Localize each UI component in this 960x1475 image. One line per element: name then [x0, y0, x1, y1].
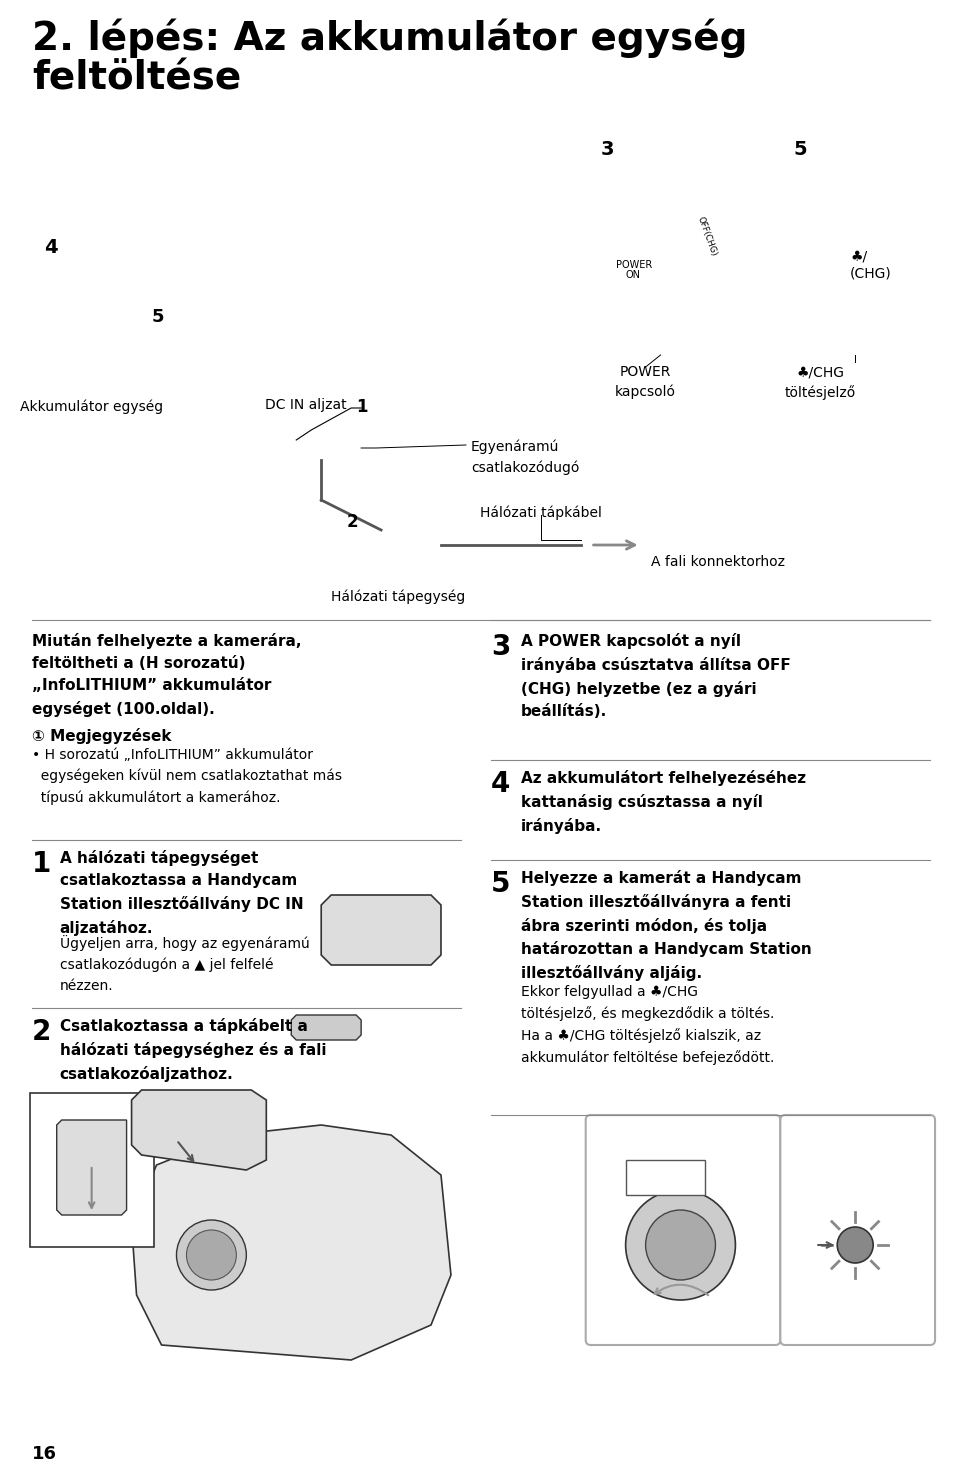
Text: feltöltése: feltöltése: [32, 60, 241, 97]
Text: Az akkumulátort felhelyezéséhez
kattanásig csúsztassa a nyíl
irányába.: Az akkumulátort felhelyezéséhez kattanás…: [521, 770, 806, 833]
Text: 5: 5: [152, 308, 164, 326]
Text: 4: 4: [491, 770, 511, 798]
Text: Helyezze a kamerát a Handycam
Station illesztőállványra a fenti
ábra szerinti mó: Helyezze a kamerát a Handycam Station il…: [521, 870, 811, 981]
Text: 2. lépés: Az akkumulátor egység: 2. lépés: Az akkumulátor egység: [32, 18, 747, 58]
Text: Csatlakoztassa a tápkábelt a
hálózati tápegységhez és a fali
csatlakozóaljzathoz: Csatlakoztassa a tápkábelt a hálózati tá…: [60, 1018, 326, 1081]
Text: 5: 5: [793, 140, 807, 159]
FancyBboxPatch shape: [586, 1115, 780, 1345]
Text: A POWER kapcsolót a nyíl
irányába csúsztatva állítsa OFF
(CHG) helyzetbe (ez a g: A POWER kapcsolót a nyíl irányába csúszt…: [521, 633, 791, 718]
Text: OFF(CHG): OFF(CHG): [695, 215, 718, 257]
Text: 2: 2: [32, 1018, 51, 1046]
Text: 2: 2: [347, 513, 358, 531]
Text: POWER
kapcsoló: POWER kapcsoló: [615, 364, 676, 400]
Text: 3: 3: [491, 633, 511, 661]
Polygon shape: [132, 1125, 451, 1360]
Bar: [626, 1159, 706, 1195]
Text: Ügyeljen arra, hogy az egyenáramú
csatlakozódugón a ▲ jel felfelé
nézzen.: Ügyeljen arra, hogy az egyenáramú csatla…: [60, 935, 309, 993]
Text: 5: 5: [491, 870, 511, 898]
Circle shape: [186, 1230, 236, 1280]
Circle shape: [837, 1227, 874, 1263]
Text: ♣/
(CHG): ♣/ (CHG): [851, 249, 892, 280]
Text: POWER: POWER: [615, 260, 652, 270]
Circle shape: [645, 1210, 715, 1280]
Text: 4: 4: [44, 237, 58, 257]
Text: A hálózati tápegységet
csatlakoztassa a Handycam
Station illesztőállvány DC IN
a: A hálózati tápegységet csatlakoztassa a …: [60, 850, 303, 935]
Text: ① Megjegyzések: ① Megjegyzések: [32, 729, 171, 743]
Text: 3: 3: [601, 140, 614, 159]
Polygon shape: [57, 1120, 127, 1215]
Text: Ekkor felgyullad a ♣/CHG
töltésjelző, és megkezdődik a töltés.
Ha a ♣/CHG töltés: Ekkor felgyullad a ♣/CHG töltésjelző, és…: [521, 985, 774, 1065]
Circle shape: [626, 1190, 735, 1299]
Text: Miután felhelyezte a kamerára,
feltöltheti a (H sorozatú)
„InfoLITHIUM” akkumulá: Miután felhelyezte a kamerára, feltölthe…: [32, 633, 301, 717]
Polygon shape: [291, 1015, 361, 1040]
Text: Akkumulátor egység: Akkumulátor egység: [20, 400, 163, 414]
Text: ON: ON: [626, 270, 640, 280]
Text: Egyenáramú
csatlakozódugó: Egyenáramú csatlakozódugó: [471, 440, 579, 475]
Polygon shape: [132, 1090, 266, 1170]
Text: 16: 16: [32, 1446, 57, 1463]
Text: DC IN aljzat: DC IN aljzat: [265, 398, 348, 412]
Text: Hálózati tápegység: Hálózati tápegység: [331, 590, 466, 605]
Text: • H sorozatú „InfoLITHIUM” akkumulátor
  egységeken kívül nem csatlakoztathat má: • H sorozatú „InfoLITHIUM” akkumulátor e…: [32, 748, 342, 805]
Circle shape: [177, 1220, 247, 1291]
FancyBboxPatch shape: [30, 1093, 154, 1246]
Text: ♣/CHG
töltésjelző: ♣/CHG töltésjelző: [784, 364, 856, 400]
Text: 1: 1: [356, 398, 368, 416]
Text: Hálózati tápkábel: Hálózati tápkábel: [480, 504, 602, 519]
FancyBboxPatch shape: [780, 1115, 935, 1345]
Polygon shape: [322, 895, 441, 965]
Text: 1: 1: [32, 850, 51, 878]
Text: A fali konnektorhoz: A fali konnektorhoz: [651, 555, 784, 569]
